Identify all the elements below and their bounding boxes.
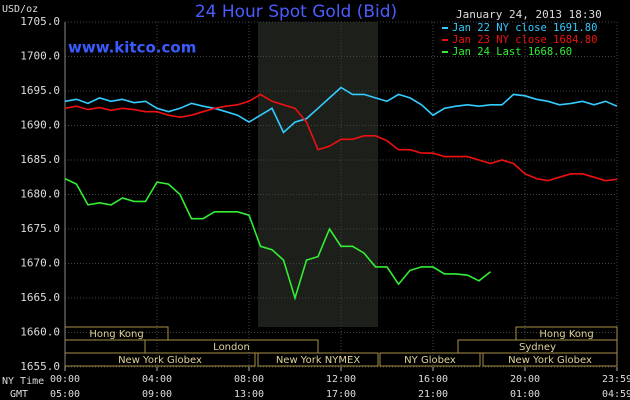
x2-axis-label: GMT	[10, 389, 28, 400]
session-label: New York Globex	[508, 355, 592, 366]
x-tick-label: 23:59	[602, 374, 630, 385]
x2-tick-label: 21:00	[418, 389, 448, 400]
legend-label: Jan 24 Last 1668.60	[452, 46, 572, 58]
x-tick-label: 12:00	[326, 374, 356, 385]
session-box	[257, 352, 379, 367]
y-tick-label: 1655.0	[20, 360, 60, 373]
x2-tick-label: 09:00	[142, 389, 172, 400]
x-tick-label: 08:00	[234, 374, 264, 385]
x2-tick-label: 13:00	[234, 389, 264, 400]
x-tick-label: 16:00	[418, 374, 448, 385]
y-tick-label: 1670.0	[20, 257, 60, 270]
timestamp: January 24, 2013 18:30	[456, 8, 602, 21]
y-tick-label: 1660.0	[20, 326, 60, 339]
session-label: London	[213, 342, 250, 353]
series-line	[64, 86, 618, 134]
x-tick-label: 04:00	[142, 374, 172, 385]
legend-label: Jan 23 NY close 1684.80	[452, 34, 597, 46]
y-tick-label: 1665.0	[20, 291, 60, 304]
session-box	[482, 352, 618, 367]
chart-title: 24 Hour Spot Gold (Bid)	[195, 2, 397, 22]
x-axis-label: NY Time	[2, 376, 44, 387]
y-tick-label: 1695.0	[20, 84, 60, 97]
session-label: New York Globex	[118, 355, 202, 366]
session-box	[379, 352, 481, 367]
x-tick-label: 00:00	[50, 374, 80, 385]
x2-tick-label: 05:00	[50, 389, 80, 400]
y-tick-label: 1705.0	[20, 15, 60, 28]
x2-tick-label: 04:59	[602, 389, 630, 400]
session-shade	[258, 22, 378, 327]
session-label: NY Globex	[404, 355, 456, 366]
y-tick-label: 1685.0	[20, 153, 60, 166]
session-label: Hong Kong	[539, 329, 593, 340]
x2-tick-label: 17:00	[326, 389, 356, 400]
legend-label: Jan 22 NY close 1691.80	[452, 22, 597, 34]
y-tick-label: 1690.0	[20, 119, 60, 132]
session-label: Sydney	[519, 342, 556, 353]
series-line	[64, 93, 618, 182]
session-label: New York NYMEX	[276, 355, 361, 366]
y-tick-label: 1680.0	[20, 188, 60, 201]
y-axis-label: USD/oz	[2, 4, 38, 15]
x-tick-label: 20:00	[510, 374, 540, 385]
session-label: Hong Kong	[89, 329, 143, 340]
x2-tick-label: 01:00	[510, 389, 540, 400]
series-line	[64, 177, 491, 301]
y-tick-label: 1675.0	[20, 222, 60, 235]
source: www.kitco.com	[68, 39, 196, 57]
y-tick-label: 1700.0	[20, 50, 60, 63]
